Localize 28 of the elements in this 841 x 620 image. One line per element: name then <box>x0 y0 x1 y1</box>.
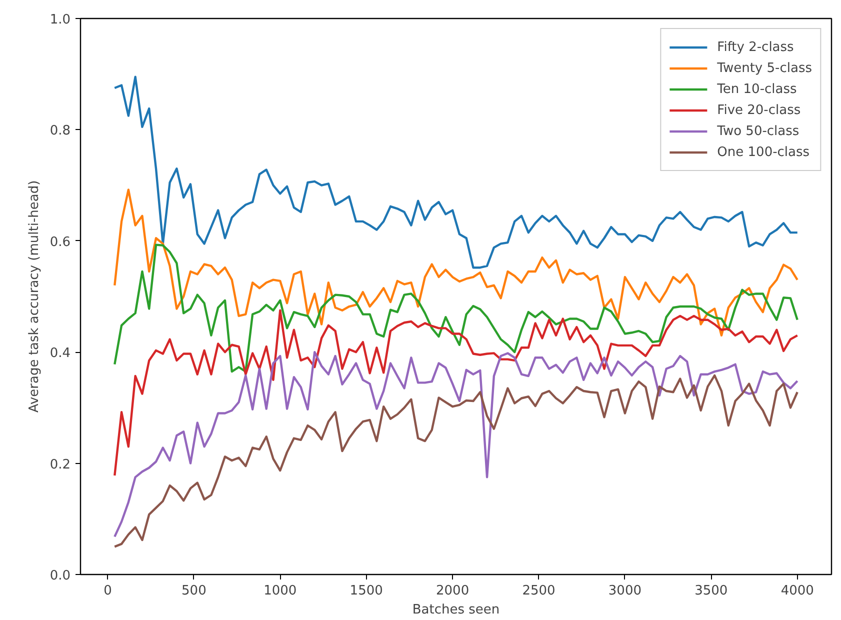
x-axis-title: Batches seen <box>412 602 500 618</box>
line-series <box>114 188 798 337</box>
x-tick-label: 1500 <box>350 584 383 598</box>
y-tick-label: 0.2 <box>50 457 71 472</box>
x-tick-label: 500 <box>182 584 206 598</box>
x-tick-label: 2500 <box>522 584 556 598</box>
x-tick-label: 0 <box>104 584 112 598</box>
x-tick-label: 3000 <box>608 584 642 598</box>
legend-label: One 100-class <box>717 144 810 160</box>
line-series <box>114 309 798 477</box>
y-tick-label: 0.8 <box>50 124 71 139</box>
y-tick-label: 1.0 <box>50 12 71 28</box>
y-axis-title: Average task accuracy (multi-head) <box>26 180 42 413</box>
legend-label: Ten 10-class <box>717 82 797 96</box>
line-series <box>114 244 798 373</box>
y-tick-label: 0.4 <box>50 346 71 362</box>
y-tick-label: 0.0 <box>50 568 71 584</box>
line-series <box>114 351 798 538</box>
y-tick-label: 0.6 <box>50 234 71 250</box>
x-tick-label: 2000 <box>436 584 470 598</box>
x-tick-label: 3500 <box>694 584 728 598</box>
legend-label: Two 50-class <box>717 124 800 138</box>
legend-label: Fifty 2-class <box>717 40 794 54</box>
legend-label: Five 20-class <box>717 102 801 118</box>
legend-label: Twenty 5-class <box>717 60 812 76</box>
x-tick-label: 4000 <box>780 584 814 598</box>
line-series <box>114 374 798 548</box>
x-tick-label: 1000 <box>264 584 297 598</box>
